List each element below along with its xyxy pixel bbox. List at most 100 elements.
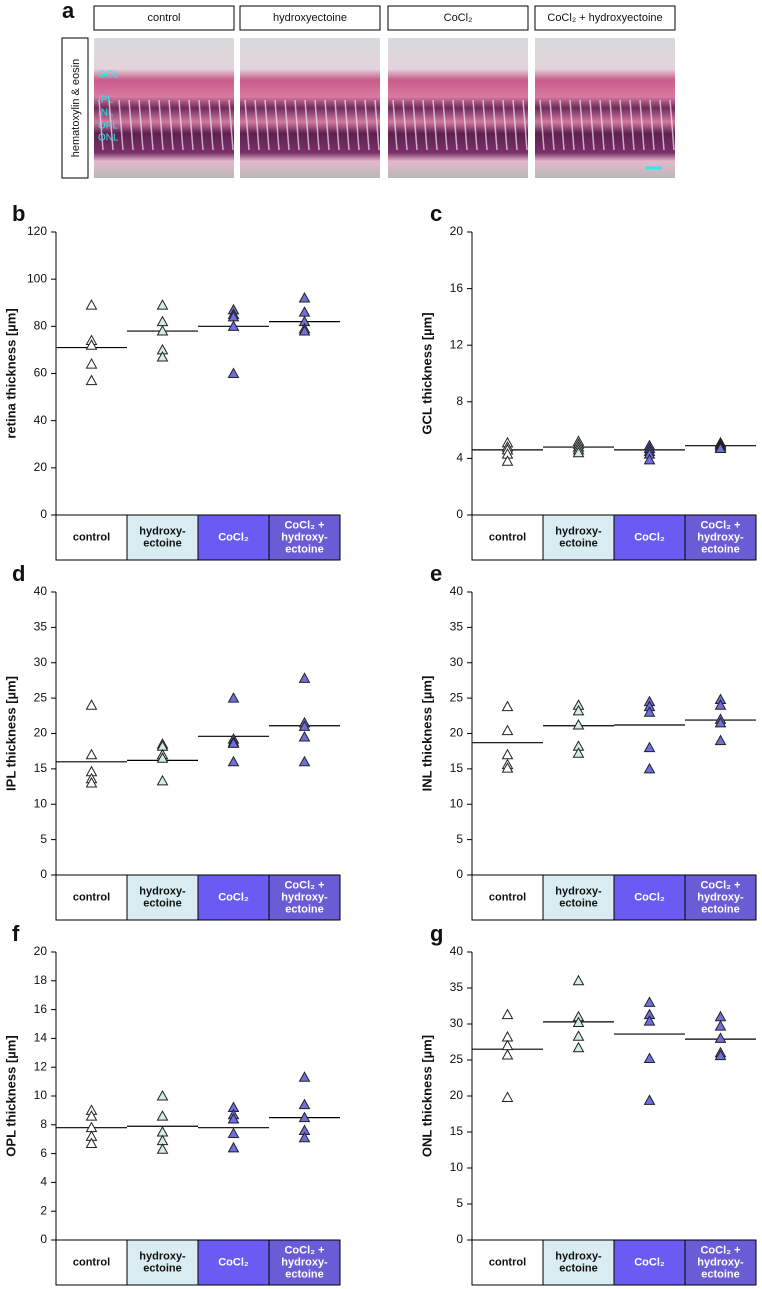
panel-letter: f	[12, 921, 20, 946]
stain-box	[61, 37, 89, 179]
category-label: hydroxy-	[697, 891, 744, 903]
category-label: ectoine	[285, 543, 324, 555]
column-header-box	[534, 5, 676, 31]
category-label: hydroxy-	[555, 885, 602, 897]
column-header: CoCl₂ + hydroxyectoine	[547, 12, 662, 24]
y-tick-label: 10	[450, 1160, 464, 1174]
category-label: ectoine	[559, 537, 598, 549]
data-point	[501, 455, 514, 466]
category-box	[197, 1239, 270, 1286]
column-header-box	[93, 5, 235, 31]
micrograph	[94, 38, 234, 178]
category-label: CoCl₂ +	[284, 1244, 324, 1256]
y-tick-label: 15	[34, 761, 48, 775]
category-box	[471, 1239, 544, 1286]
texture	[452, 99, 458, 151]
category-box	[126, 514, 199, 561]
micrograph	[535, 38, 675, 178]
category-label: ectoine	[143, 897, 182, 909]
data-point	[298, 1071, 311, 1082]
data-point	[572, 1041, 585, 1053]
category-label: hydroxy-	[139, 885, 186, 897]
data-point	[572, 1030, 585, 1041]
texture	[539, 99, 545, 151]
data-point	[643, 762, 656, 774]
y-tick-label: 0	[456, 867, 463, 881]
category-label: CoCl₂ +	[284, 879, 324, 891]
category-label: ectoine	[701, 1268, 740, 1280]
y-axis-label: OPL thickness [µm]	[3, 1035, 18, 1156]
y-tick-label: 0	[40, 867, 47, 881]
column-header-box	[387, 5, 529, 31]
y-axis-label: retina thickness [µm]	[3, 308, 18, 438]
y-tick-label: 40	[450, 944, 464, 958]
y-tick-label: 2	[40, 1203, 47, 1217]
data-point	[156, 350, 169, 362]
y-tick-label: 0	[456, 507, 463, 521]
texture	[304, 99, 310, 151]
data-point	[298, 1111, 311, 1123]
category-box	[542, 514, 615, 561]
texture	[254, 99, 260, 151]
y-tick-label: 40	[450, 584, 464, 598]
data-point	[227, 755, 240, 767]
category-box	[55, 514, 128, 561]
data-point	[298, 720, 311, 731]
texture	[244, 99, 250, 151]
category-label: ectoine	[559, 1262, 598, 1274]
texture	[274, 99, 280, 151]
texture	[432, 99, 438, 151]
category-box	[268, 874, 341, 921]
texture	[392, 99, 398, 151]
column-header: CoCl₂	[444, 12, 473, 24]
y-axis-label: ONL thickness [µm]	[419, 1035, 434, 1157]
y-tick-label: 0	[456, 1232, 463, 1246]
data-point	[298, 292, 311, 303]
y-tick-label: 16	[450, 281, 464, 295]
y-tick-label: 0	[40, 507, 47, 521]
category-label: control	[489, 891, 526, 903]
data-point	[85, 358, 98, 369]
data-point	[643, 1052, 656, 1064]
data-point	[85, 748, 98, 760]
category-box	[55, 1239, 128, 1286]
texture	[188, 99, 194, 151]
data-point	[572, 446, 585, 458]
y-axis-label: GCL thickness [µm]	[419, 312, 434, 434]
texture	[118, 99, 124, 151]
y-tick-label: 4	[456, 451, 463, 465]
y-tick-label: 40	[34, 584, 48, 598]
category-label: CoCl₂	[634, 531, 665, 543]
y-tick-label: 6	[40, 1146, 47, 1160]
texture	[639, 99, 645, 151]
y-tick-label: 0	[40, 1232, 47, 1246]
texture	[629, 99, 635, 151]
category-box	[55, 874, 128, 921]
y-tick-label: 5	[456, 1196, 463, 1210]
texture	[364, 99, 370, 151]
data-point	[501, 1039, 514, 1051]
texture	[344, 99, 350, 151]
y-tick-label: 30	[34, 655, 48, 669]
data-point	[227, 1113, 240, 1124]
column-header: hydroxyectoine	[273, 12, 347, 24]
category-box	[268, 514, 341, 561]
stain-label: hematoxylin & eosin	[70, 59, 82, 157]
category-label: hydroxy-	[555, 1250, 602, 1262]
data-point	[227, 692, 240, 703]
category-label: control	[73, 891, 110, 903]
data-point	[227, 367, 240, 378]
y-axis-label: INL thickness [µm]	[419, 676, 434, 792]
y-tick-label: 30	[450, 1016, 464, 1030]
data-point	[298, 325, 311, 336]
y-tick-label: 10	[34, 796, 48, 810]
y-tick-label: 20	[450, 726, 464, 740]
category-box	[613, 514, 686, 561]
category-label: ectoine	[285, 903, 324, 915]
category-box	[126, 874, 199, 921]
texture	[482, 99, 488, 151]
category-label: ectoine	[701, 903, 740, 915]
y-tick-label: 14	[34, 1031, 48, 1045]
texture	[208, 99, 214, 151]
y-tick-label: 12	[34, 1059, 48, 1073]
